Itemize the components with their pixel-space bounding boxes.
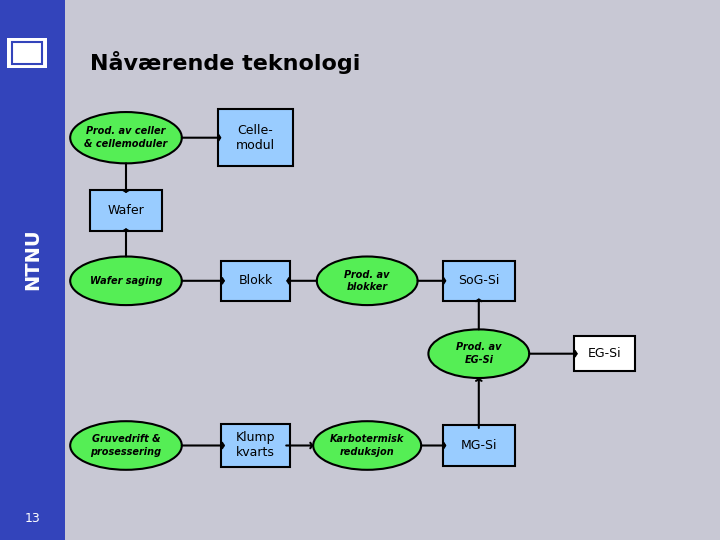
FancyBboxPatch shape [443, 261, 515, 301]
Text: SoG-Si: SoG-Si [458, 274, 500, 287]
Text: Prod. av celler
& cellemoduler: Prod. av celler & cellemoduler [84, 126, 168, 149]
Text: Prod. av
EG-Si: Prod. av EG-Si [456, 342, 502, 365]
Text: Nåværende teknologi: Nåværende teknologi [90, 51, 361, 73]
FancyBboxPatch shape [90, 191, 162, 231]
Text: 13: 13 [24, 512, 40, 525]
Text: NTNU: NTNU [23, 228, 42, 290]
Text: Wafer: Wafer [107, 204, 145, 217]
Text: Blokk: Blokk [238, 274, 273, 287]
FancyBboxPatch shape [217, 109, 294, 166]
Bar [12, 42, 42, 64]
Text: Prod. av
blokker: Prod. av blokker [344, 269, 390, 292]
FancyBboxPatch shape [222, 424, 289, 467]
Text: Wafer saging: Wafer saging [90, 276, 162, 286]
FancyBboxPatch shape [443, 426, 515, 465]
Bar [0, 0, 65, 540]
Text: MG-Si: MG-Si [461, 439, 497, 452]
Ellipse shape [313, 421, 421, 470]
Ellipse shape [428, 329, 529, 378]
Ellipse shape [70, 112, 181, 163]
Ellipse shape [317, 256, 418, 305]
Bar [7, 38, 47, 68]
Text: Gruvedrift &
prosessering: Gruvedrift & prosessering [91, 434, 161, 457]
FancyBboxPatch shape [222, 261, 289, 301]
Ellipse shape [70, 256, 181, 305]
Ellipse shape [70, 421, 181, 470]
Text: Celle-
modul: Celle- modul [236, 124, 275, 152]
Text: EG-Si: EG-Si [588, 347, 621, 360]
Text: Karbotermisk
reduksjon: Karbotermisk reduksjon [330, 434, 405, 457]
FancyBboxPatch shape [575, 336, 635, 372]
Text: Klump
kvarts: Klump kvarts [236, 431, 275, 460]
